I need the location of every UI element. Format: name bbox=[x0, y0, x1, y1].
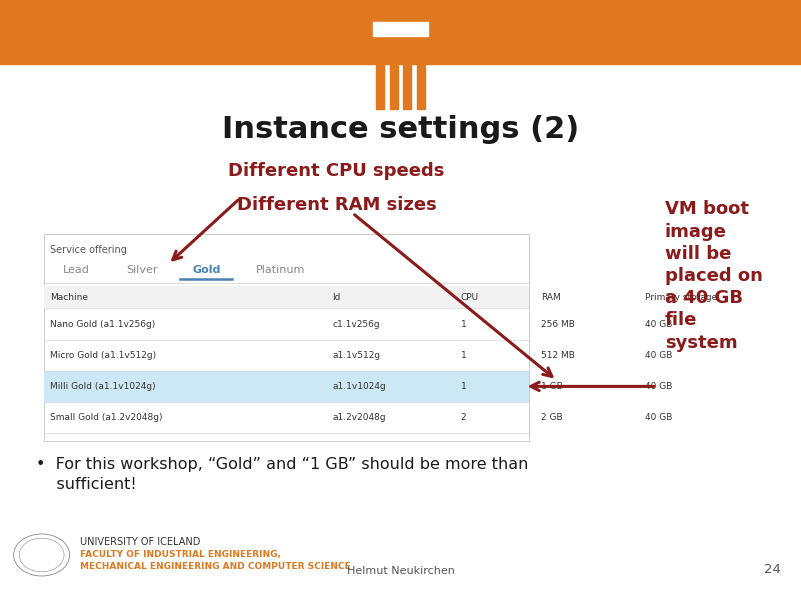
Text: 40 GB: 40 GB bbox=[645, 382, 672, 391]
Text: Helmut Neukirchen: Helmut Neukirchen bbox=[347, 566, 454, 576]
Text: 1: 1 bbox=[461, 382, 466, 391]
Bar bbox=[417, 64, 425, 109]
Text: Lead: Lead bbox=[63, 265, 90, 275]
Text: Instance settings (2): Instance settings (2) bbox=[222, 115, 579, 143]
Text: FACULTY OF INDUSTRIAL ENGINEERING,: FACULTY OF INDUSTRIAL ENGINEERING, bbox=[80, 550, 281, 559]
Text: Machine: Machine bbox=[50, 293, 88, 302]
Text: MECHANICAL ENGINEERING AND COMPUTER SCIENCE: MECHANICAL ENGINEERING AND COMPUTER SCIE… bbox=[80, 562, 351, 571]
Text: 1 GB: 1 GB bbox=[541, 382, 562, 391]
Bar bbox=[403, 64, 412, 109]
Text: 2 GB: 2 GB bbox=[541, 413, 562, 422]
Text: 40 GB: 40 GB bbox=[645, 320, 672, 329]
Text: 40 GB: 40 GB bbox=[645, 413, 672, 422]
Text: UNIVERSITY OF ICELAND: UNIVERSITY OF ICELAND bbox=[80, 537, 200, 547]
Bar bbox=[376, 64, 384, 109]
Text: 1: 1 bbox=[461, 320, 466, 329]
Text: •  For this workshop, “Gold” and “1 GB” should be more than: • For this workshop, “Gold” and “1 GB” s… bbox=[36, 457, 529, 472]
Text: Service offering: Service offering bbox=[50, 245, 127, 255]
Bar bbox=[44, 234, 529, 441]
Text: Nano Gold (a1.1v256g): Nano Gold (a1.1v256g) bbox=[50, 320, 155, 329]
Bar bbox=[44, 371, 529, 402]
Text: a1.1v512g: a1.1v512g bbox=[332, 350, 380, 360]
Text: a1.1v1024g: a1.1v1024g bbox=[332, 382, 386, 391]
Text: c1.1v256g: c1.1v256g bbox=[332, 320, 380, 329]
Text: 256 MB: 256 MB bbox=[541, 320, 574, 329]
Text: RAM: RAM bbox=[541, 293, 561, 302]
Text: sufficient!: sufficient! bbox=[36, 477, 137, 492]
Text: Different RAM sizes: Different RAM sizes bbox=[236, 196, 437, 214]
Text: Micro Gold (a1.1v512g): Micro Gold (a1.1v512g) bbox=[50, 350, 156, 360]
Bar bbox=[44, 286, 529, 308]
Text: 40 GB: 40 GB bbox=[645, 350, 672, 360]
Text: Primary storage: Primary storage bbox=[645, 293, 717, 302]
Text: 512 MB: 512 MB bbox=[541, 350, 574, 360]
Text: Silver: Silver bbox=[127, 265, 158, 275]
Text: Different CPU speeds: Different CPU speeds bbox=[228, 162, 445, 180]
Text: Milli Gold (a1.1v1024g): Milli Gold (a1.1v1024g) bbox=[50, 382, 156, 391]
Text: CPU: CPU bbox=[461, 293, 479, 302]
Text: Id: Id bbox=[332, 293, 340, 302]
Text: 1: 1 bbox=[461, 350, 466, 360]
Text: Gold: Gold bbox=[192, 265, 220, 275]
Text: Small Gold (a1.2v2048g): Small Gold (a1.2v2048g) bbox=[50, 413, 163, 422]
Text: a1.2v2048g: a1.2v2048g bbox=[332, 413, 386, 422]
Text: 24: 24 bbox=[764, 563, 781, 576]
Text: 2: 2 bbox=[461, 413, 466, 422]
Bar bbox=[0, 0, 801, 64]
Text: Platinum: Platinum bbox=[256, 265, 305, 275]
Bar bbox=[389, 64, 397, 109]
Text: VM boot
image
will be
placed on
a 40 GB
file
system: VM boot image will be placed on a 40 GB … bbox=[665, 200, 763, 352]
Bar bbox=[373, 22, 428, 35]
